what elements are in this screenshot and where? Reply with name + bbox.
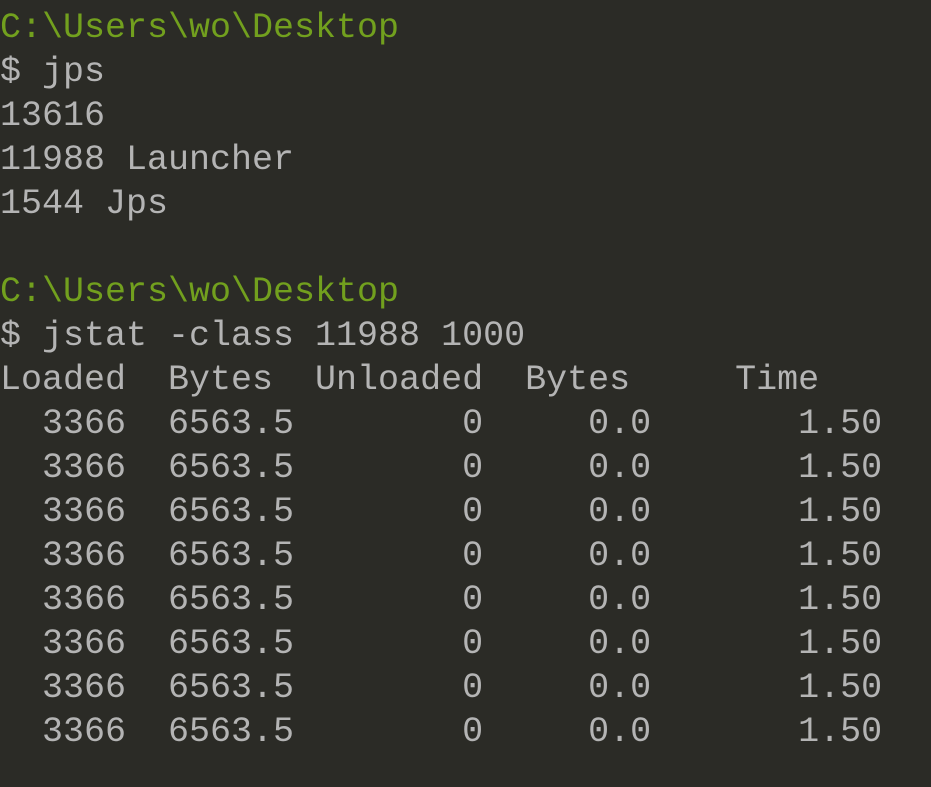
blank-line (0, 226, 882, 270)
table-row: 3366 6563.5 0 0.0 1.50 (0, 492, 883, 532)
prompt-path: C:\Users\wo\Desktop (0, 8, 400, 48)
output-line: 1544 Jps (0, 184, 169, 224)
table-row: 3366 6563.5 0 0.0 1.50 (0, 668, 883, 708)
table-row: 3366 6563.5 0 0.0 1.50 (0, 536, 883, 576)
table-row: 3366 6563.5 0 0.0 1.50 (0, 404, 883, 444)
table-row: 3366 6563.5 0 0.0 1.50 (0, 448, 883, 488)
table-header: Loaded Bytes Unloaded Bytes Time (0, 360, 820, 400)
command-line: $ jstat -class 11988 1000 (0, 316, 526, 356)
table-row: 3366 6563.5 0 0.0 1.50 (0, 580, 883, 620)
output-line: 13616 (0, 96, 106, 136)
prompt-path: C:\Users\wo\Desktop (0, 272, 400, 312)
command-line: $ jps (0, 52, 106, 92)
output-line: 11988 Launcher (0, 140, 295, 180)
terminal-output[interactable]: C:\Users\wo\Desktop $ jps 13616 11988 La… (0, 6, 882, 754)
table-row: 3366 6563.5 0 0.0 1.50 (0, 712, 883, 752)
table-row: 3366 6563.5 0 0.0 1.50 (0, 624, 883, 664)
